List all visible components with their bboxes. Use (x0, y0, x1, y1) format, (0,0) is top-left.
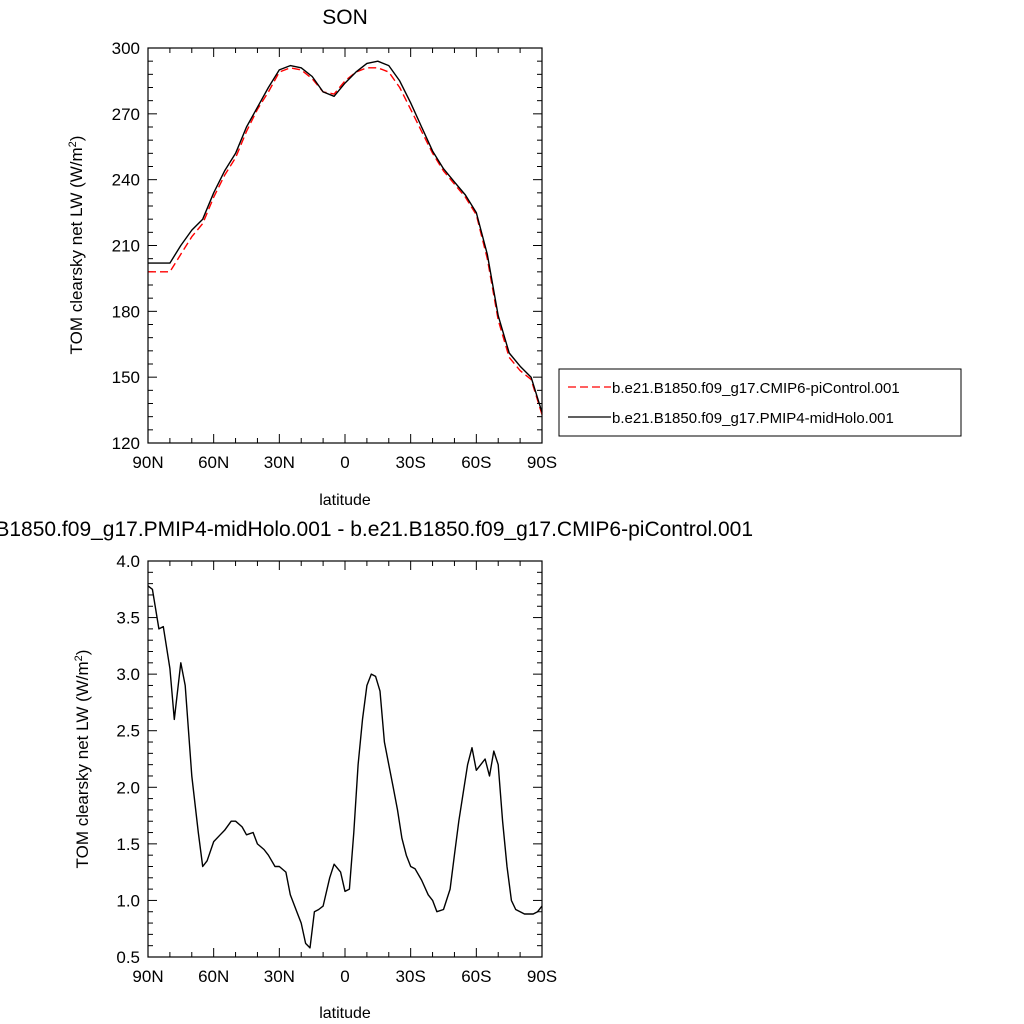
top-panel: SON TOM clearsky net LW (W/m2) latitude … (67, 6, 557, 509)
bottom-x-tick-label: 60S (461, 967, 491, 986)
top-x-tick-label: 90S (527, 453, 557, 472)
bottom-y-tick-label: 1.5 (116, 835, 140, 854)
bottom-x-axis-label: latitude (319, 1005, 371, 1022)
bottom-x-tick-label: 90S (527, 967, 557, 986)
legend-label-midholo: b.e21.B1850.f09_g17.PMIP4-midHolo.001 (612, 410, 894, 427)
top-x-tick-label: 30S (396, 453, 426, 472)
top-y-tick-label: 180 (112, 302, 140, 321)
top-y-tick-label: 210 (112, 237, 140, 256)
top-y-tick-label: 270 (112, 105, 140, 124)
top-x-tick-label: 60S (461, 453, 491, 472)
top-x-tick-label: 90N (132, 453, 163, 472)
top-y-tick-label: 240 (112, 171, 140, 190)
bottom-y-tick-label: 3.5 (116, 609, 140, 628)
top-series-line-0 (148, 67, 543, 415)
bottom-y-axis-label: TOM clearsky net LW (W/m2) (73, 650, 92, 869)
top-series-lines (148, 60, 543, 415)
top-x-tick-label: 60N (198, 453, 229, 472)
top-y-tick-label: 120 (112, 434, 140, 453)
bottom-y-tick-label: 4.0 (116, 552, 140, 571)
bottom-y-tick-label: 1.0 (116, 891, 140, 910)
bottom-panel: b.e21.B1850.f09_g17.PMIP4-midHolo.001 - … (0, 518, 753, 1022)
bottom-x-tick-label: 30N (264, 967, 295, 986)
bottom-x-tick-label: 60N (198, 967, 229, 986)
top-chart-title: SON (322, 6, 368, 29)
bottom-x-tick-label: 90N (132, 967, 163, 986)
bottom-plot-frame (147, 560, 543, 958)
top-series-line-1 (148, 60, 543, 413)
top-plot-frame (147, 47, 543, 444)
legend: b.e21.B1850.f09_g17.CMIP6-piControl.001 … (558, 368, 962, 437)
top-y-axis-label: TOM clearsky net LW (W/m2) (67, 136, 86, 355)
bottom-y-tick-label: 3.0 (116, 665, 140, 684)
bottom-x-tick-label: 0 (340, 967, 349, 986)
top-x-tick-label: 0 (340, 453, 349, 472)
bottom-y-tick-label: 0.5 (116, 948, 140, 967)
bottom-chart-title: b.e21.B1850.f09_g17.PMIP4-midHolo.001 - … (0, 518, 753, 541)
top-y-tick-label: 300 (112, 39, 140, 58)
legend-box (558, 368, 962, 437)
bottom-x-tick-label: 30S (396, 967, 426, 986)
top-axis-ticks: 90N 60N 30N 0 30S 60S 90S 120 150 180 210 240 270 300 (112, 39, 558, 472)
top-x-axis-label: latitude (319, 492, 371, 509)
top-y-tick-label: 150 (112, 368, 140, 387)
top-x-tick-label: 30N (264, 453, 295, 472)
bottom-axis-ticks: 90N 60N 30N 0 30S 60S 90S 0.5 1.0 1.5 2.0 2.5 3.0 3.5… (116, 552, 557, 986)
bottom-y-tick-label: 2.0 (116, 778, 140, 797)
legend-label-picontrol: b.e21.B1850.f09_g17.CMIP6-piControl.001 (612, 380, 900, 397)
bottom-y-tick-label: 2.5 (116, 722, 140, 741)
bottom-series-line-0 (147, 585, 543, 949)
bottom-series-lines (147, 585, 543, 949)
